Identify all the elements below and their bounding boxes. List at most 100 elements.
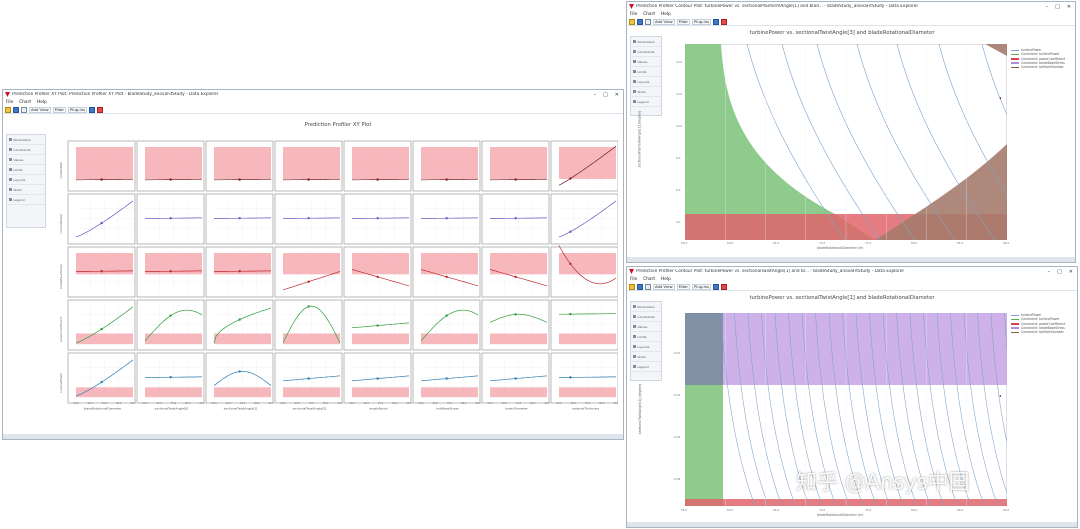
open-icon[interactable] [5,106,11,113]
filter-button[interactable]: Filter [676,283,690,290]
collapse-arrow-icon[interactable]: ◂ [999,95,1002,100]
chart-icon[interactable] [89,106,96,113]
add-view-button[interactable]: Add View [653,18,675,25]
profile-curve [490,217,547,219]
save-icon[interactable] [13,106,19,113]
maximize-icon[interactable]: □ [1057,268,1062,275]
sidebar-item-slider[interactable]: Slider [7,185,45,195]
export-icon[interactable] [21,106,27,113]
filter-button[interactable]: Filter [52,106,66,113]
close-icon[interactable]: ✕ [1068,268,1073,275]
constraint-band [559,333,616,345]
menu-file[interactable]: File [630,12,638,17]
sidebar-item-constraints[interactable]: Constraints [631,47,661,57]
sidebar-item-slider[interactable]: Slider [631,87,661,97]
tick-label: 90.0 [613,402,618,405]
report-icon[interactable] [721,283,728,290]
collapse-arrow-icon[interactable]: ◂ [999,393,1002,398]
current-point [514,313,517,316]
contour-plot [685,313,1007,506]
menu-file[interactable]: File [6,100,14,105]
menu-chart[interactable]: Chart [643,277,656,282]
save-icon[interactable] [637,18,643,25]
sidebar-item-limits[interactable]: Limits [631,67,661,77]
maximize-icon[interactable]: □ [603,91,608,98]
save-icon[interactable] [637,283,643,290]
profile-curve [420,178,479,181]
plug-ins-button[interactable]: Plug-Ins [691,283,712,290]
profile-curve [145,376,202,378]
sidebar-item-values[interactable]: Values [7,155,45,165]
sidebar-item-constraints[interactable]: Constraints [7,145,45,155]
constraint-region-turbinepower [685,44,875,240]
profile-curve [283,217,340,219]
minimize-icon[interactable]: – [593,91,597,98]
open-icon[interactable] [629,283,635,290]
legend-item: Constraint: powerCoefficient [1011,322,1065,326]
export-icon[interactable] [645,283,651,290]
sidebar-item-layouts[interactable]: Layouts [7,175,45,185]
tick-label: 70.0 [585,402,591,405]
constraint-band [559,253,616,275]
sidebar-item-limits[interactable]: Limits [631,332,661,342]
sidebar-item-values[interactable]: Values [631,322,661,332]
contour-line [923,313,958,506]
sidebar-item-legend[interactable]: Legend [7,195,45,205]
window-titlebar[interactable]: Prediction Profiler Contour Plot: turbin… [627,2,1075,11]
report-icon[interactable] [721,18,728,25]
sidebar-item-constraints[interactable]: Constraints [631,312,661,322]
minimize-icon[interactable]: – [1045,3,1049,10]
contour-line [977,313,1007,495]
menu-help[interactable]: Help [37,100,47,105]
sidebar-item-parameters[interactable]: Parameters [631,37,661,47]
sidebar-item-parameters[interactable]: Parameters [7,135,45,145]
maximize-icon[interactable]: □ [1055,3,1060,10]
add-view-button[interactable]: Add View [653,283,675,290]
sidebar-item-layouts[interactable]: Layouts [631,77,661,87]
sidebar-item-legend[interactable]: Legend [631,97,661,107]
plug-ins-button[interactable]: Plug-Ins [67,106,88,113]
contour-line [815,313,850,506]
contour-bottom-window: Prediction Profiler Contour Plot: turbin… [626,266,1078,528]
close-icon[interactable]: ✕ [1066,3,1071,10]
sidebar-item-values[interactable]: Values [631,57,661,67]
profile-curve [558,313,617,315]
window-titlebar[interactable]: Prediction Profiler Contour Plot: turbin… [627,267,1077,276]
menu-file[interactable]: File [630,277,638,282]
profile-curve [75,306,134,344]
menu-help[interactable]: Help [661,277,671,282]
sidebar-item-parameters[interactable]: Parameters [631,302,661,312]
menu-help[interactable]: Help [661,12,671,17]
report-icon[interactable] [97,106,104,113]
minimize-icon[interactable]: – [1047,268,1051,275]
window-titlebar[interactable]: Prediction Profiler XY Plot: Prediction … [3,90,623,99]
values-icon [9,158,12,161]
sidebar-item-layouts[interactable]: Layouts [631,342,661,352]
contour-line [828,313,864,506]
add-view-button[interactable]: Add View [29,106,51,113]
filter-button[interactable]: Filter [676,18,690,25]
x-axis-label: bladeRotationalDiameter (m) [817,513,864,517]
tick-label: 60.0 [295,402,301,405]
tick-label: 50.0 [487,402,493,405]
chart-icon[interactable] [713,283,720,290]
current-point [100,221,103,225]
menu-chart[interactable]: Chart [643,12,656,17]
constraint-band [559,147,616,179]
sidebar-item-limits[interactable]: Limits [7,165,45,175]
menu-chart[interactable]: Chart [19,100,32,105]
open-icon[interactable] [629,18,635,25]
legend-swatch [1011,53,1019,56]
contour-line [842,313,877,506]
sidebar-item-slider[interactable]: Slider [631,352,661,362]
sidebar-item-legend[interactable]: Legend [631,362,661,372]
export-icon[interactable] [645,18,651,25]
tick-label: 80.0 [185,402,191,405]
parameters-icon [9,138,12,141]
close-icon[interactable]: ✕ [614,91,619,98]
chart-icon[interactable] [713,18,720,25]
x-tick-label: 55.0 [681,241,688,245]
constraint-band [145,253,202,275]
contour-line [781,44,881,240]
plug-ins-button[interactable]: Plug-Ins [691,18,712,25]
